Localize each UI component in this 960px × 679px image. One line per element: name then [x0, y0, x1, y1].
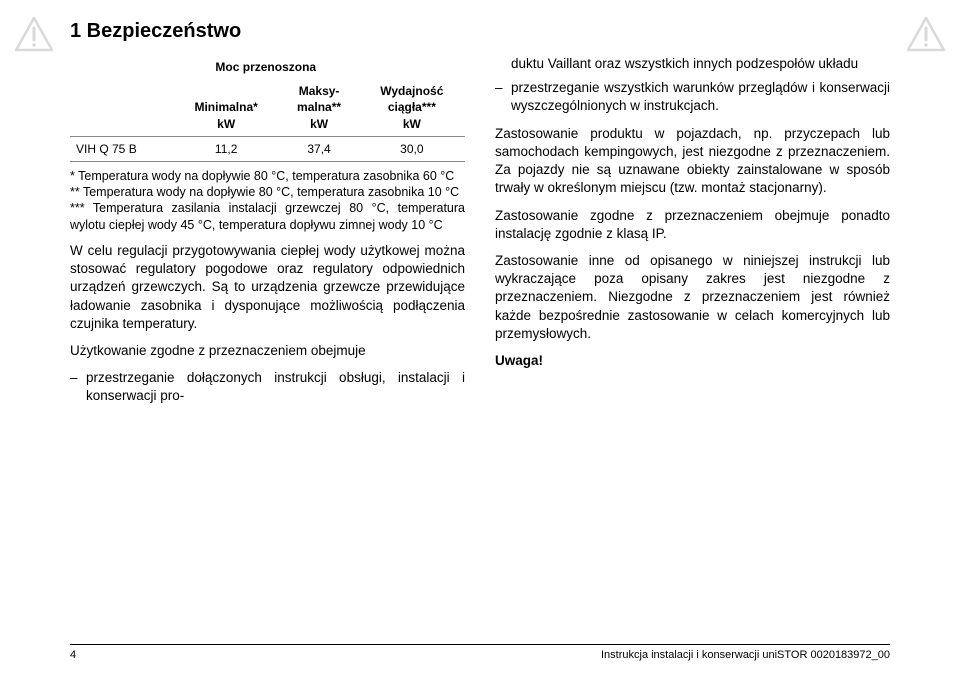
dash-list: przestrzeganie dołączonych instrukcji ob…: [70, 369, 465, 405]
two-column-layout: Moc przenoszona Minimalna* kW Maksy- mal…: [70, 55, 890, 644]
uwaga-label: Uwaga!: [495, 352, 890, 370]
table-row-label: VIH Q 75 B: [70, 136, 173, 161]
body-paragraph: W celu regulacji przygotowywania ciepłej…: [70, 242, 465, 333]
page-footer: 4 Instrukcja instalacji i konserwacji un…: [70, 644, 890, 661]
right-column: duktu Vaillant oraz wszystkich innych po…: [495, 55, 890, 644]
table-col-min: Minimalna* kW: [173, 79, 280, 136]
list-item: przestrzeganie dołączonych instrukcji ob…: [70, 369, 465, 405]
table-cell: 30,0: [359, 136, 465, 161]
table-cell: 11,2: [173, 136, 280, 161]
table-col-cont: Wydajność ciągła*** kW: [359, 79, 465, 136]
warning-icon: [906, 16, 946, 52]
table-row: VIH Q 75 B 11,2 37,4 30,0: [70, 136, 465, 161]
left-column: Moc przenoszona Minimalna* kW Maksy- mal…: [70, 55, 465, 644]
list-item: przestrzeganie wszystkich warunków przeg…: [495, 79, 890, 115]
body-paragraph: Zastosowanie zgodne z przeznaczeniem obe…: [495, 207, 890, 243]
table-cell: 37,4: [279, 136, 358, 161]
warning-icon: [14, 16, 54, 52]
footer-doc-id: Instrukcja instalacji i konserwacji uniS…: [601, 649, 890, 661]
body-paragraph: Zastosowanie produktu w pojazdach, np. p…: [495, 125, 890, 198]
dash-list: duktu Vaillant oraz wszystkich innych po…: [495, 55, 890, 116]
page-number: 4: [70, 649, 76, 661]
body-paragraph: Użytkowanie zgodne z przeznaczeniem obej…: [70, 342, 465, 360]
list-item: duktu Vaillant oraz wszystkich innych po…: [495, 55, 890, 73]
table-group-header: Moc przenoszona: [173, 55, 359, 79]
table-footnotes: * Temperatura wody na dopływie 80 °C, te…: [70, 168, 465, 233]
power-table: Moc przenoszona Minimalna* kW Maksy- mal…: [70, 55, 465, 162]
section-title: 1 Bezpieczeństwo: [70, 20, 890, 43]
table-col-max: Maksy- malna** kW: [279, 79, 358, 136]
body-paragraph: Zastosowanie inne od opisanego w niniejs…: [495, 252, 890, 343]
